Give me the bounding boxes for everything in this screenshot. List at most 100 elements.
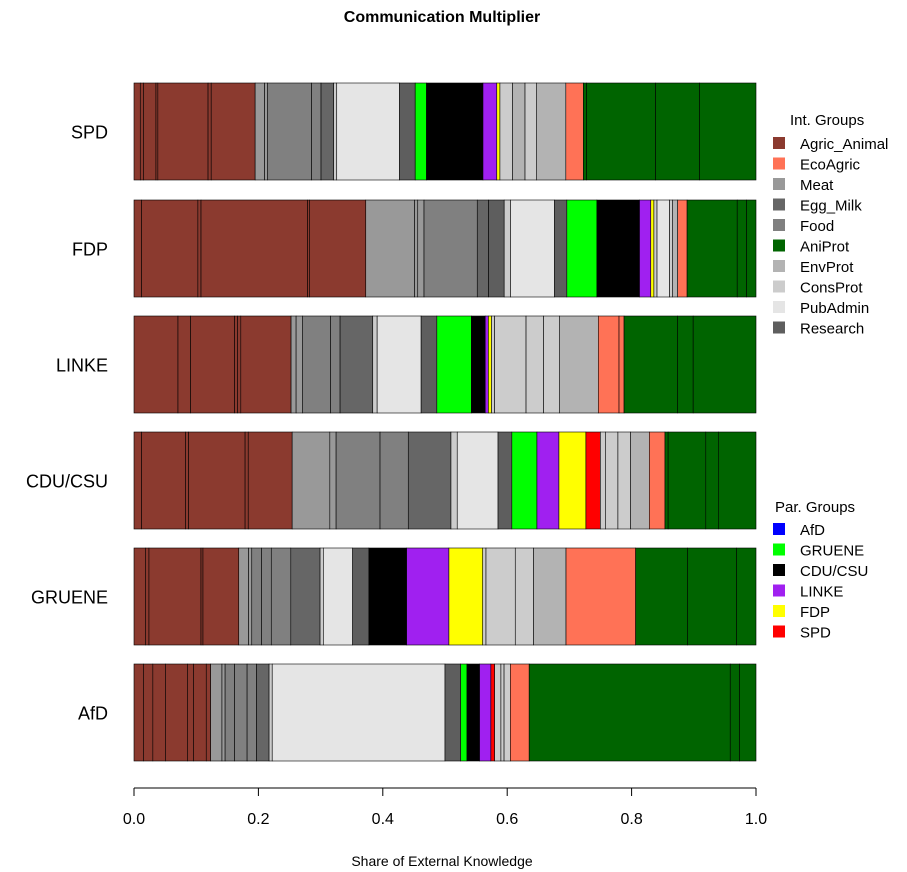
bar-segment-2-27 — [692, 315, 757, 414]
legend-int-swatch-7 — [773, 280, 785, 293]
bar-segment-4-2 — [148, 547, 202, 646]
bar-segment-0-17 — [482, 82, 498, 181]
bar-segment-1-21 — [669, 199, 673, 298]
bar-segment-0-22 — [536, 82, 567, 181]
bar-segment-2-14 — [436, 315, 472, 414]
bar-segment-5-22 — [503, 663, 511, 762]
legend-int-label-2: Meat — [800, 177, 834, 194]
bar-segment-0-7 — [254, 82, 265, 181]
bar-segment-3-1 — [141, 431, 186, 530]
bar-segment-3-18 — [600, 431, 606, 530]
bar-segment-0-25 — [586, 82, 656, 181]
legend-int-label-1: EcoAgric — [800, 157, 861, 174]
legend-par-swatch-4 — [773, 605, 785, 617]
bar-segment-2-2 — [190, 315, 235, 414]
bar-segment-5-24 — [528, 663, 731, 762]
bar-segment-3-19 — [605, 431, 619, 530]
legend-int-label-7: ConsProt — [800, 280, 863, 297]
bar-segment-1-20 — [656, 199, 670, 298]
bar-segment-0-20 — [512, 82, 526, 181]
bar-segment-5-10 — [234, 663, 248, 762]
bar-segment-4-5 — [238, 547, 249, 646]
bar-segment-1-14 — [553, 199, 568, 298]
bar-segment-1-5 — [309, 199, 367, 298]
x-axis: 0.0 0.2 0.4 0.6 0.8 1.0 — [123, 787, 767, 828]
bar-segment-2-13 — [420, 315, 438, 414]
bar-segment-4-22 — [635, 547, 688, 646]
bar-segment-2-1 — [177, 315, 191, 414]
bar-segment-5-20 — [494, 663, 502, 762]
bar-segment-1-3 — [200, 199, 308, 298]
bar-segment-0-5 — [207, 82, 212, 181]
bar-segment-3-12 — [456, 431, 499, 530]
bar-segment-0-19 — [499, 82, 513, 181]
bar-segment-1-6 — [365, 199, 415, 298]
bar-segment-0-23 — [565, 82, 584, 181]
bar-segment-5-14 — [271, 663, 446, 762]
bar-segment-2-10 — [339, 315, 374, 414]
bar-segment-1-23 — [677, 199, 688, 298]
bar-segment-0-10 — [311, 82, 322, 181]
bar-segment-2-12 — [376, 315, 422, 414]
bar-segment-0-18 — [496, 82, 501, 181]
bar-segment-4-12 — [323, 547, 353, 646]
bar-segment-4-7 — [251, 547, 262, 646]
legend-par-swatch-1 — [773, 543, 785, 556]
bar-segment-0-14 — [399, 82, 416, 181]
bar-segment-1-15 — [566, 199, 598, 298]
legend-int-swatch-4 — [773, 219, 785, 231]
bar-segment-2-20 — [525, 315, 544, 414]
bar-segment-3-20 — [617, 431, 631, 530]
bar-segment-2-6 — [290, 315, 297, 414]
legend-int-swatch-8 — [773, 301, 785, 313]
legend-par-label-0: AfD — [800, 522, 825, 539]
category-label-1: FDP — [72, 240, 108, 260]
bar-segment-1-2 — [197, 199, 202, 298]
bar-segment-3-9 — [379, 431, 409, 530]
legend-int-swatch-2 — [773, 178, 785, 190]
legend-int-label-4: Food — [800, 218, 834, 235]
bar-segment-1-24 — [686, 199, 738, 298]
bar-segment-3-3 — [188, 431, 246, 530]
legend-int-swatch-1 — [773, 157, 785, 170]
bar-segment-5-21 — [500, 663, 505, 762]
bar-segment-3-8 — [335, 431, 381, 530]
bar-segment-0-12 — [333, 82, 338, 181]
legend-int-swatch-3 — [773, 198, 785, 211]
bar-segment-2-19 — [494, 315, 527, 414]
bar-segment-5-19 — [490, 663, 495, 762]
bar-segment-2-8 — [302, 315, 331, 414]
bar-segment-0-2 — [143, 82, 157, 181]
bar-segment-4-19 — [514, 547, 534, 646]
bar-segment-3-14 — [511, 431, 538, 530]
x-tick-label-0: 0.0 — [123, 811, 145, 828]
bar-segment-0-27 — [699, 82, 757, 181]
bar-segment-4-23 — [687, 547, 737, 646]
bar-segment-0-15 — [414, 82, 427, 181]
bar-segment-4-9 — [270, 547, 292, 646]
bar-segment-2-15 — [471, 315, 486, 414]
bar-segment-5-11 — [246, 663, 257, 762]
bar-segment-0-13 — [336, 82, 400, 181]
x-axis-title: Share of External Knowledge — [351, 853, 533, 869]
bar-segment-4-21 — [565, 547, 636, 646]
bar-segment-3-13 — [497, 431, 513, 530]
bar-segment-4-4 — [202, 547, 240, 646]
legend-par-label-2: CDU/CSU — [800, 563, 868, 580]
bar-segment-3-0 — [133, 431, 142, 530]
legend-int-title: Int. Groups — [790, 112, 864, 129]
legend-par-label-1: GRUENE — [800, 543, 864, 560]
bar-segment-3-5 — [247, 431, 293, 530]
chart-title: Communication Multiplier — [344, 9, 540, 26]
bar-segment-3-7 — [329, 431, 337, 530]
bar-segment-0-16 — [426, 82, 484, 181]
bar-segment-4-1 — [145, 547, 150, 646]
bar-segment-1-13 — [510, 199, 555, 298]
bar-segment-3-2 — [185, 431, 189, 530]
bar-segment-4-3 — [200, 547, 204, 646]
bar-segment-4-14 — [368, 547, 407, 646]
bar-segment-5-1 — [143, 663, 154, 762]
category-label-2: LINKE — [56, 356, 108, 376]
bar-segment-4-17 — [482, 547, 487, 646]
